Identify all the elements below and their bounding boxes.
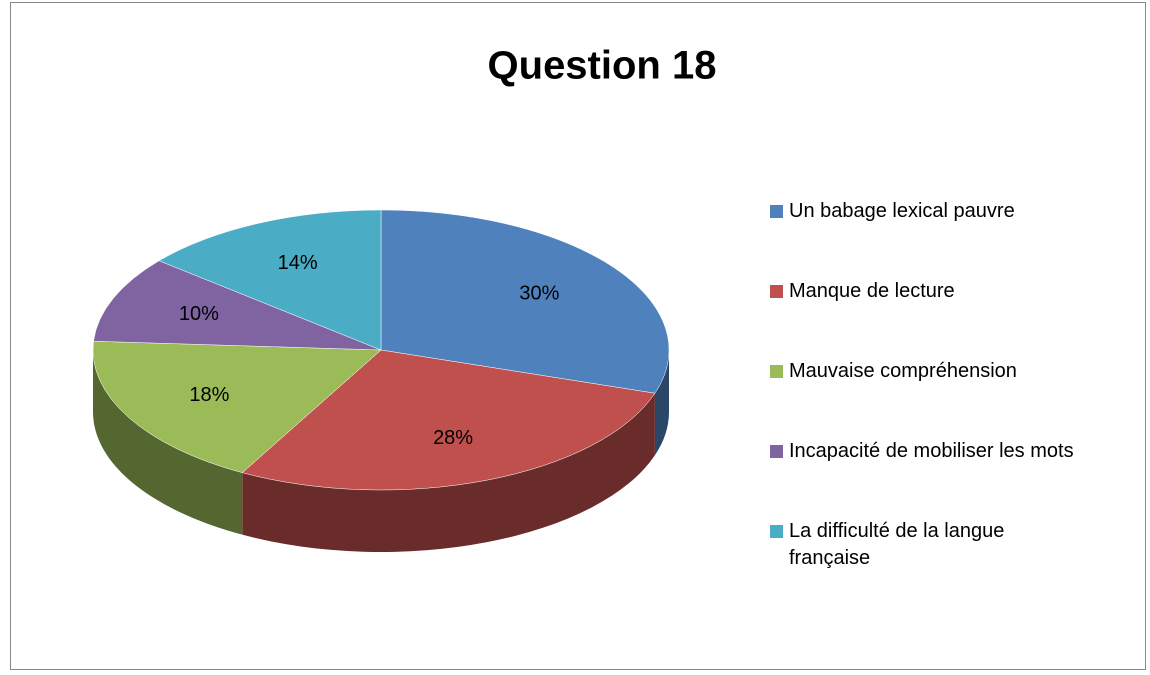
data-label: 18% — [189, 384, 229, 406]
legend-label: Mauvaise compréhension — [789, 360, 1017, 382]
legend-entry: Un babage lexical pauvre — [770, 198, 1015, 225]
legend-entry: Manque de lecture — [770, 278, 955, 305]
pie-slice — [380, 209, 670, 394]
legend-entry: La difficulté de la langue française — [770, 518, 1059, 572]
legend-swatch — [770, 525, 783, 538]
legend-label: Manque de lecture — [789, 280, 955, 302]
pie-slice — [92, 340, 382, 473]
data-label: 10% — [179, 303, 219, 325]
pie-slice — [93, 260, 382, 351]
legend-swatch — [770, 365, 783, 378]
pie-slice-side — [93, 350, 243, 535]
chart-title: Question 18 — [488, 44, 717, 88]
legend-entry: Mauvaise compréhension — [770, 358, 1017, 385]
pie-slice — [241, 349, 656, 491]
pie-slice-side — [242, 393, 655, 552]
legend-swatch — [770, 285, 783, 298]
chart-frame — [10, 2, 1146, 670]
legend-swatch — [770, 205, 783, 218]
legend-label: Un babage lexical pauvre — [789, 200, 1015, 222]
legend-entry: Incapacité de mobiliser les mots — [770, 438, 1074, 465]
data-label: 14% — [278, 252, 318, 274]
legend-swatch — [770, 445, 783, 458]
pie-slice — [158, 209, 382, 351]
pie-slice-side — [654, 350, 669, 456]
legend-label: La difficulté de la langue française — [789, 520, 1005, 569]
data-label: 28% — [433, 427, 473, 449]
legend-label: Incapacité de mobiliser les mots — [789, 440, 1074, 462]
data-label: 30% — [519, 282, 559, 304]
